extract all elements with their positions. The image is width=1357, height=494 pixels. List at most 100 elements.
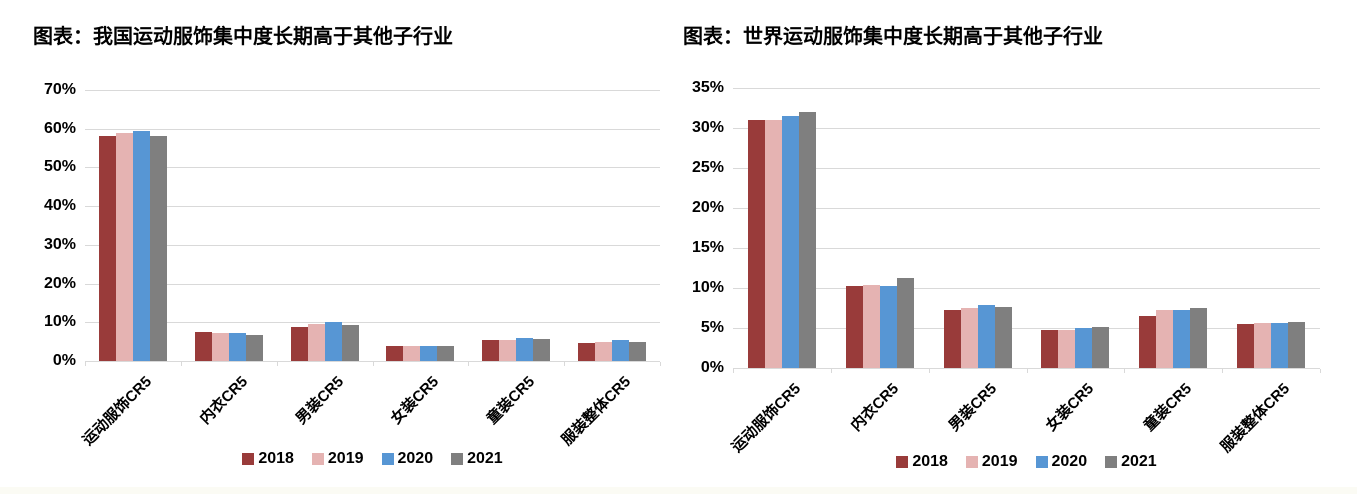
x-category-label: 男装CR5 — [292, 373, 347, 428]
y-tick-label: 10% — [691, 279, 724, 296]
bar-2020-女装CR5 — [420, 345, 438, 361]
chart-panel-china: 图表：我国运动服饰集中度长期高于其他子行业 70% 60% 50% 40% 30% 20%… — [33, 26, 661, 467]
x-axis-tick — [733, 369, 734, 373]
x-axis-tick — [564, 362, 566, 366]
bar-2021-男装CR5 — [341, 325, 359, 361]
china-concentration-bar-chart: 70% 60% 50% 40% 30% 20% 10% 0% 运动服饰CR5 内衣CR5 男装CR5… — [43, 81, 661, 467]
legend-swatch-2018 — [896, 456, 909, 468]
legend-swatch-2021 — [1105, 456, 1118, 468]
legend-label: 2021 — [1121, 453, 1157, 470]
y-tick-label: 25% — [691, 159, 724, 176]
gridline — [733, 288, 1320, 289]
bar-2021-服装整体CR5 — [1288, 321, 1306, 368]
x-category-label: 内衣CR5 — [196, 373, 251, 428]
x-category-label: 童装CR5 — [1140, 380, 1196, 435]
gridline — [85, 128, 660, 130]
bar-2020-服装整体CR5 — [1271, 323, 1289, 368]
bar-2018-男装CR5 — [290, 326, 308, 361]
legend-swatch-2020 — [1035, 456, 1048, 468]
y-tick-label: 40% — [43, 197, 76, 215]
bar-2019-内衣CR5 — [211, 333, 229, 361]
legend-label: 2021 — [467, 450, 503, 467]
legend-label: 2019 — [327, 450, 364, 467]
x-category-label: 女装CR5 — [388, 373, 443, 428]
bar-2021-运动服饰CR5 — [798, 112, 816, 368]
y-tick-label: 20% — [43, 274, 76, 292]
bar-2020-内衣CR5 — [879, 286, 897, 368]
legend-item-2020: 2020 — [1035, 454, 1087, 470]
bar-2019-女装CR5 — [403, 346, 421, 361]
legend-swatch-2020 — [381, 453, 394, 465]
y-tick-label: 50% — [43, 158, 76, 176]
legend-label: 2019 — [981, 453, 1018, 470]
chart-legend: 2018 2019 2020 2021 — [85, 451, 660, 467]
x-axis-tick — [1026, 369, 1028, 373]
x-axis-tick — [1124, 369, 1126, 373]
legend-label: 2018 — [912, 453, 948, 470]
gridline — [733, 368, 1320, 369]
bar-2018-女装CR5 — [1041, 329, 1059, 368]
chart-title-china: 图表：我国运动服饰集中度长期高于其他子行业 — [33, 26, 453, 48]
bar-2020-童装CR5 — [1173, 310, 1191, 368]
page-bottom-strip — [0, 487, 1357, 494]
gridline — [85, 322, 660, 324]
y-tick-label: 20% — [691, 199, 724, 216]
bar-2019-女装CR5 — [1058, 330, 1076, 368]
bar-2018-运动服饰CR5 — [98, 136, 116, 361]
bar-2018-内衣CR5 — [194, 332, 212, 361]
gridline — [733, 128, 1320, 129]
legend-item-2020: 2020 — [381, 450, 434, 467]
bar-2019-服装整体CR5 — [1254, 323, 1272, 368]
x-category-label: 童装CR5 — [483, 373, 539, 428]
gridline — [85, 244, 660, 246]
world-concentration-bar-chart: 35% 30% 25% 20% 15% 10% 5% 0% 运动服饰CR5 内衣CR5 男装CR5 女… — [680, 0, 1357, 494]
bar-2019-内衣CR5 — [862, 284, 880, 368]
gridline — [733, 88, 1320, 89]
bar-2018-女装CR5 — [386, 346, 404, 361]
bar-2021-女装CR5 — [1092, 327, 1110, 368]
legend-swatch-2018 — [242, 453, 255, 465]
legend-item-2018: 2018 — [896, 454, 948, 470]
bar-2021-服装整体CR5 — [629, 342, 647, 361]
gridline — [85, 167, 660, 169]
bar-2018-内衣CR5 — [845, 285, 863, 368]
y-tick-label: 5% — [700, 319, 724, 336]
bar-2018-童装CR5 — [1139, 316, 1157, 368]
bar-2018-服装整体CR5 — [1237, 324, 1255, 368]
bar-2021-运动服饰CR5 — [149, 135, 167, 361]
y-tick-label: 70% — [43, 81, 76, 98]
legend-item-2018: 2018 — [242, 451, 294, 467]
x-axis-tick — [1222, 369, 1224, 373]
chart-legend: 2018 2019 2020 2021 — [733, 454, 1320, 470]
y-tick-label: 0% — [700, 359, 724, 376]
legend-item-2021: 2021 — [451, 451, 503, 467]
gridline — [733, 248, 1320, 249]
gridline — [85, 206, 660, 208]
bar-2018-运动服饰CR5 — [747, 120, 765, 368]
bar-2020-运动服饰CR5 — [132, 131, 150, 361]
bar-2021-童装CR5 — [1190, 308, 1208, 368]
bar-2020-内衣CR5 — [228, 332, 246, 361]
legend-item-2019: 2019 — [965, 453, 1018, 470]
x-axis-tick — [85, 362, 86, 366]
x-category-label: 女装CR5 — [1043, 380, 1098, 435]
chart-panel-world: 图表：世界运动服饰集中度长期高于其他子行业 35% 30% 25% 20% 15% 10%… — [680, 0, 1357, 494]
gridline — [733, 168, 1320, 169]
bar-2020-男装CR5 — [977, 304, 995, 368]
y-tick-label: 30% — [43, 235, 76, 253]
legend-item-2019: 2019 — [311, 450, 364, 467]
x-axis-tick — [928, 369, 930, 373]
bar-2018-童装CR5 — [482, 340, 500, 361]
y-tick-label: 0% — [52, 352, 76, 369]
bar-2020-男装CR5 — [324, 321, 342, 361]
bar-2020-女装CR5 — [1075, 328, 1093, 368]
bar-2021-女装CR5 — [437, 345, 455, 361]
bar-2018-男装CR5 — [943, 310, 961, 368]
x-axis-tick — [660, 362, 661, 366]
x-axis-tick — [276, 362, 278, 366]
x-category-label: 服装整体CR5 — [558, 373, 635, 449]
legend-label: 2018 — [258, 450, 294, 467]
bar-2018-服装整体CR5 — [578, 342, 596, 361]
legend-label: 2020 — [397, 450, 434, 467]
